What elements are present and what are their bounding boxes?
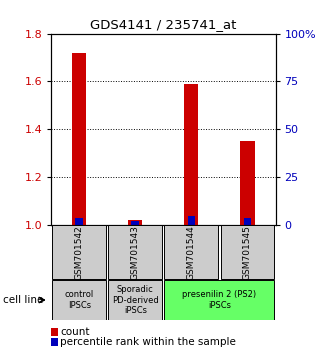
Bar xyxy=(241,141,254,225)
Bar xyxy=(187,216,195,225)
Text: control
IPSCs: control IPSCs xyxy=(65,290,94,310)
Title: GDS4141 / 235741_at: GDS4141 / 235741_at xyxy=(90,18,237,31)
Bar xyxy=(164,280,275,320)
Text: count: count xyxy=(60,327,89,337)
Text: GSM701542: GSM701542 xyxy=(75,225,84,280)
Text: GSM701545: GSM701545 xyxy=(243,225,252,280)
Bar xyxy=(72,53,86,225)
Bar xyxy=(184,84,198,225)
Bar xyxy=(244,218,251,225)
Bar xyxy=(220,225,275,279)
Bar xyxy=(52,280,106,320)
Bar xyxy=(164,225,218,279)
Text: percentile rank within the sample: percentile rank within the sample xyxy=(60,337,236,347)
Bar xyxy=(128,220,142,225)
Text: GSM701543: GSM701543 xyxy=(131,225,140,280)
Text: GSM701544: GSM701544 xyxy=(187,225,196,280)
Text: presenilin 2 (PS2)
iPSCs: presenilin 2 (PS2) iPSCs xyxy=(182,290,256,310)
Text: Sporadic
PD-derived
iPSCs: Sporadic PD-derived iPSCs xyxy=(112,285,159,315)
Bar xyxy=(108,280,162,320)
Bar xyxy=(75,218,83,225)
Text: cell line: cell line xyxy=(3,295,44,305)
Bar xyxy=(131,221,139,225)
Bar xyxy=(52,225,106,279)
Bar xyxy=(108,225,162,279)
